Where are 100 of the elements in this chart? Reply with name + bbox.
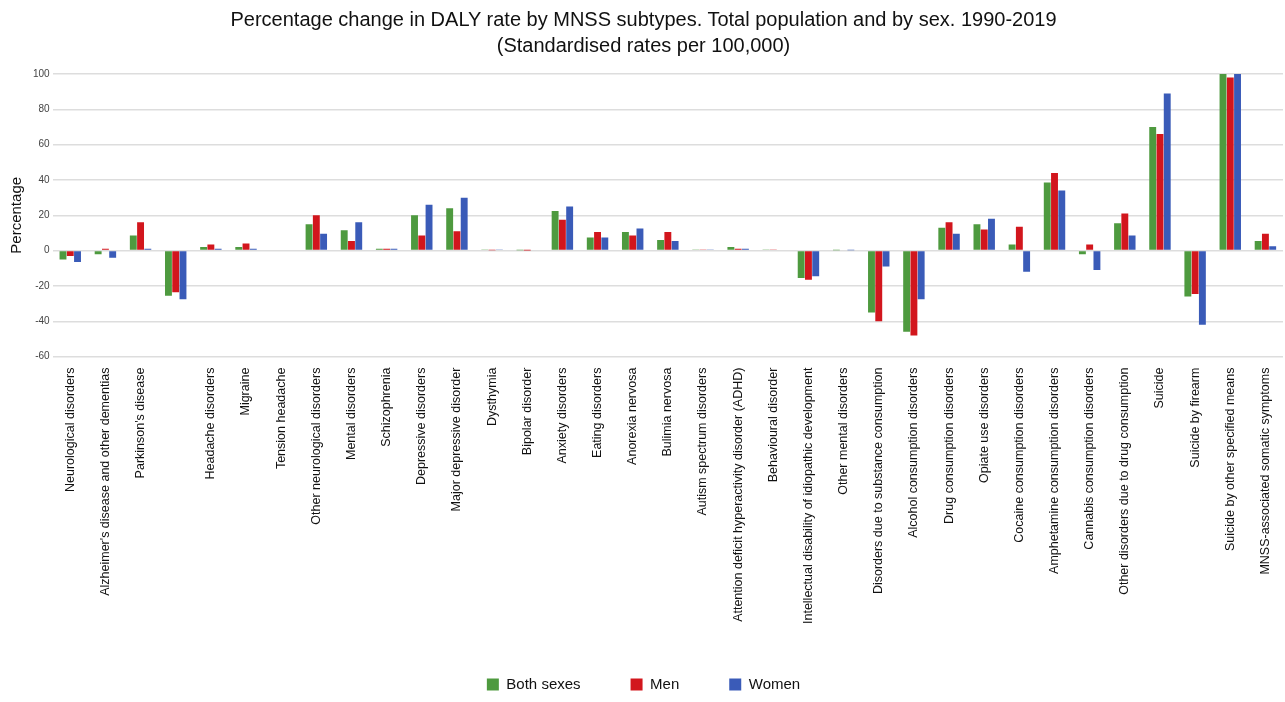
bar [1008, 244, 1016, 250]
bar [1234, 74, 1241, 250]
bar [805, 251, 812, 280]
bar [551, 210, 559, 250]
bar [446, 208, 454, 250]
bar [453, 231, 461, 250]
bar [1051, 172, 1058, 250]
x-tick-label: Bulimia nervosa [660, 367, 675, 457]
bar [460, 197, 468, 250]
x-tick-label: Anxiety disorders [554, 367, 569, 464]
bar [973, 224, 981, 250]
bar [1128, 235, 1136, 250]
bar [312, 215, 320, 250]
x-tick-label: Suicide by other specified means [1222, 367, 1237, 552]
bar [917, 251, 925, 300]
bar [910, 251, 918, 336]
bar [1058, 190, 1066, 250]
bar [875, 251, 883, 322]
bar [1184, 251, 1192, 297]
bar [1191, 251, 1199, 294]
bar [200, 247, 208, 250]
bar [348, 240, 355, 250]
bar [109, 251, 117, 258]
x-tick-label: Cannabis consumption disorders [1082, 367, 1097, 550]
x-tick-label: Alcohol consumption disorders [906, 367, 921, 538]
bar [74, 251, 81, 263]
x-tick-label: Attention deficit hyperactivity disorder (ADHD) [730, 367, 745, 622]
x-tick-label: Other mental disorders [836, 367, 851, 495]
bar [671, 240, 679, 250]
x-tick-label: Schizophrenia [379, 367, 394, 447]
bar [355, 222, 363, 250]
x-tick-label: Other disorders due to drug consumption [1117, 367, 1132, 595]
bar [172, 251, 180, 293]
bar [621, 232, 629, 250]
y-tick-label: 80 [38, 103, 51, 115]
y-tick-label: 0 [44, 244, 51, 256]
bar [938, 227, 946, 250]
chart-subtitle: (Standardised rates per 100,000) [496, 33, 791, 56]
x-tick-label: Drug consumption disorders [941, 367, 956, 524]
x-tick-label: Depressive disorders [414, 367, 429, 486]
chart-title: Percentage change in DALY rate by MNSS subtypes. Total population and by sex. 1990-2019 [230, 7, 1057, 30]
x-tick-label: Parkinson's disease [133, 367, 148, 479]
bar [1121, 213, 1129, 250]
bar [165, 251, 172, 296]
bar [1078, 251, 1086, 255]
bar [1226, 77, 1234, 250]
bar [1254, 240, 1262, 250]
bar [980, 229, 988, 250]
bar [952, 233, 960, 250]
bar [664, 232, 672, 250]
bar [66, 251, 74, 256]
bar [129, 235, 137, 250]
y-axis-title: Percentage [7, 176, 25, 254]
bar [137, 222, 145, 250]
bar [1043, 182, 1051, 250]
bar [418, 235, 426, 250]
x-tick-label: Alzheimer's disease and other dementias [97, 367, 112, 596]
bar [727, 247, 735, 250]
bar [235, 247, 243, 250]
x-tick-label: Major depressive disorder [449, 367, 464, 512]
bar [1163, 93, 1171, 250]
x-tick-label: Suicide by firearm [1187, 367, 1202, 468]
x-tick-label: Bipolar disorder [519, 367, 534, 456]
bar [1086, 244, 1094, 250]
bar [586, 237, 594, 250]
x-tick-label: Tension headache [273, 367, 288, 470]
y-tick-label: -20 [35, 279, 51, 291]
bar [868, 251, 875, 313]
x-tick-label: Opiate use disorders [976, 367, 991, 483]
legend-label: Women [748, 674, 801, 692]
y-tick-label: -60 [35, 350, 51, 362]
x-tick-label: Dysthymia [484, 367, 499, 426]
bar [1015, 226, 1023, 250]
legend-label: Both sexes [506, 674, 581, 692]
bar [1261, 233, 1269, 250]
x-tick-label: MNSS-associated somatic symptoms [1257, 367, 1272, 575]
x-tick-label: Other neurological disorders [308, 367, 323, 525]
bar [566, 206, 574, 250]
bar [1023, 251, 1031, 272]
x-tick-label: Behavioural disorder [765, 367, 780, 483]
bar [1114, 223, 1121, 250]
x-tick-label: Eating disorders [589, 367, 604, 458]
x-tick-label: Mental disorders [343, 367, 358, 460]
x-tick-label: Autism spectrum disorders [695, 367, 710, 516]
x-tick-label: Amphetamine consumption disorders [1046, 367, 1061, 574]
bar [558, 219, 566, 250]
y-tick-label: 20 [38, 209, 51, 221]
bar [94, 251, 102, 255]
y-tick-label: 60 [38, 138, 51, 150]
bar [812, 251, 820, 277]
x-tick-label: Disorders due to substance consumption [871, 367, 886, 595]
bar [1198, 251, 1206, 325]
bar [1269, 246, 1277, 250]
bar [657, 240, 665, 250]
bar [320, 233, 328, 250]
x-tick-label: Neurological disorders [62, 367, 77, 492]
bar [411, 215, 418, 250]
x-tick-label: Migraine [238, 367, 253, 416]
y-tick-label: 100 [33, 67, 51, 79]
y-tick-label: -40 [35, 315, 51, 327]
